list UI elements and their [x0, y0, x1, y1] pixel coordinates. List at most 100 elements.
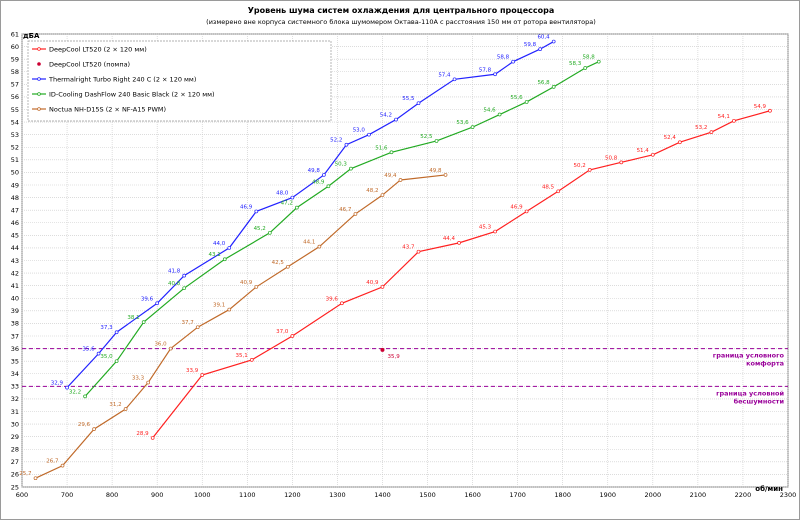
- data-point: [33, 476, 38, 481]
- data-point: [434, 139, 439, 143]
- data-label: 45,2: [254, 226, 266, 232]
- data-label: 59,8: [524, 42, 537, 48]
- data-point: [493, 229, 497, 234]
- data-point: [317, 244, 322, 249]
- data-point: [551, 39, 556, 44]
- y-tick-label: 37: [11, 332, 19, 340]
- y-tick-label: 54: [11, 118, 19, 126]
- legend-entry: Noctua NH-D15S (2 × NF-A15 PWM): [49, 105, 166, 113]
- y-tick-label: 40: [11, 295, 19, 303]
- legend-entry: DeepCool LT520 (2 × 120 мм): [49, 45, 147, 53]
- x-tick-label: 1800: [554, 491, 571, 499]
- data-point: [254, 209, 259, 214]
- data-label: 49,4: [384, 173, 397, 179]
- y-tick-label: 31: [11, 408, 19, 416]
- x-tick-label: 1100: [239, 491, 256, 499]
- y-tick-label: 41: [11, 282, 19, 290]
- data-label: 57,8: [479, 67, 492, 73]
- y-tick-label: 52: [11, 144, 19, 152]
- data-label: 51,4: [637, 148, 650, 154]
- y-tick-label: 27: [11, 458, 19, 466]
- data-label: 25,7: [19, 471, 32, 477]
- legend-swatch-marker: [37, 77, 41, 81]
- y-axis-label: дБА: [23, 32, 40, 40]
- reference-label: граница условной: [716, 389, 784, 397]
- data-label: 38,1: [127, 315, 139, 321]
- x-tick-label: 2200: [735, 491, 752, 499]
- data-point: [227, 307, 232, 312]
- x-tick-label: 1000: [194, 491, 211, 499]
- data-point: [285, 264, 290, 269]
- data-label: 33,9: [186, 368, 199, 374]
- data-point: [551, 84, 556, 89]
- data-point: [349, 166, 353, 171]
- data-point: [524, 100, 529, 104]
- data-point: [511, 59, 515, 64]
- data-label: 58,8: [497, 55, 510, 61]
- data-point: [340, 301, 344, 306]
- y-tick-label: 36: [11, 345, 19, 353]
- y-tick-label: 55: [11, 106, 19, 114]
- x-axis-label: об/мин: [755, 485, 783, 493]
- data-point: [155, 301, 160, 306]
- reference-label: граница условного: [713, 352, 785, 360]
- data-point: [195, 325, 200, 330]
- series-group: 28,9 33,9 35,1 37,0 39,6 40,9 43,7 44,4 45,3 46,9…: [19, 35, 772, 481]
- data-label: 53,6: [456, 120, 469, 126]
- series-2: 32,9 35,6 37,3 39,6 41,8 44,0 46,9 48,0 49,8 52,2…: [51, 35, 556, 390]
- data-label: 47,2: [281, 201, 293, 207]
- axes: 600 700 800 900 1000 1100 1200 1300 1400 1500 1600…: [11, 30, 797, 499]
- data-label: 57,4: [438, 72, 451, 78]
- series-4: 25,7 26,7 29,6 31,2 33,3 36,0 37,7 39,1 40,9 42,5…: [19, 168, 448, 481]
- data-point: [768, 108, 772, 113]
- data-label: 48,2: [366, 188, 378, 194]
- y-tick-label: 30: [11, 420, 19, 428]
- y-tick-label: 61: [11, 30, 19, 38]
- data-label: 39,1: [213, 303, 225, 309]
- data-label: 55,5: [402, 96, 415, 102]
- data-label: 48,0: [276, 191, 289, 197]
- data-point: [96, 351, 101, 356]
- y-tick-label: 56: [11, 93, 19, 101]
- y-tick-label: 46: [11, 219, 19, 227]
- data-label: 52,5: [420, 134, 433, 140]
- data-label: 46,7: [339, 207, 352, 213]
- data-label: 37,0: [276, 329, 289, 335]
- data-point: [398, 178, 403, 182]
- data-label: 52,2: [330, 138, 342, 144]
- y-tick-label: 59: [11, 55, 19, 63]
- y-tick-label: 33: [11, 383, 19, 391]
- y-tick-label: 45: [11, 232, 19, 240]
- data-point: [267, 230, 272, 235]
- data-label: 49,8: [429, 168, 442, 174]
- data-point: [353, 212, 358, 216]
- data-point: [150, 436, 155, 440]
- data-point: [380, 285, 385, 289]
- data-label: 53,0: [353, 128, 366, 134]
- y-tick-label: 43: [11, 257, 19, 265]
- data-label: 44,0: [213, 241, 226, 247]
- data-label: 51,6: [375, 145, 388, 151]
- data-point: [200, 373, 205, 377]
- y-tick-label: 32: [11, 395, 19, 403]
- data-point: [168, 346, 173, 351]
- data-label: 40,9: [366, 280, 379, 286]
- data-label: 35,9: [387, 354, 400, 360]
- legend-swatch: [37, 62, 41, 66]
- x-tick-label: 1900: [599, 491, 616, 499]
- y-tick-label: 28: [11, 446, 19, 454]
- data-point: [452, 77, 457, 82]
- data-point: [596, 59, 601, 64]
- data-point: [60, 463, 65, 468]
- data-point: [123, 407, 128, 411]
- data-point: [367, 132, 371, 137]
- x-tick-label: 800: [106, 491, 118, 499]
- data-point: [619, 160, 624, 165]
- data-label: 41,8: [168, 269, 181, 275]
- x-tick-label: 700: [61, 491, 73, 499]
- series-line: [66, 41, 554, 388]
- y-tick-label: 39: [11, 307, 19, 315]
- data-point: [141, 320, 146, 325]
